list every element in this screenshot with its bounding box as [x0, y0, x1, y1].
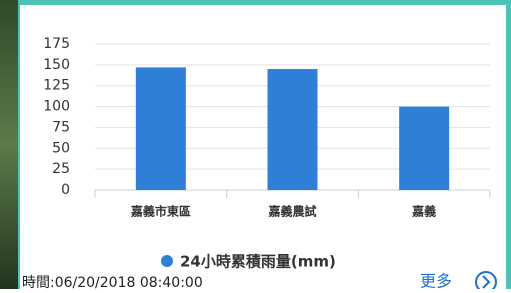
- x-tick-label: 嘉義: [411, 204, 436, 219]
- bar: [268, 69, 318, 190]
- y-tick-label: 0: [61, 182, 70, 198]
- timestamp: 時間:06/20/2018 08:40:00: [22, 275, 203, 289]
- y-tick-label: 25: [52, 161, 70, 177]
- y-tick-label: 75: [52, 119, 70, 135]
- bar: [136, 67, 186, 190]
- x-tick-label: 嘉義市東區: [130, 204, 191, 219]
- y-tick-label: 50: [52, 140, 70, 156]
- x-tick-label: 嘉義農試: [267, 204, 316, 219]
- screen: 0 25 50 75 100 125 150 175 嘉義市東區 嘉義農試 嘉義 24小時累積雨量(…: [0, 0, 511, 289]
- y-tick-label: 175: [43, 36, 70, 52]
- more-link[interactable]: 更多: [420, 272, 452, 290]
- y-tick-label: 125: [43, 78, 70, 94]
- legend-marker: [161, 255, 173, 267]
- y-tick-label: 150: [43, 57, 70, 73]
- y-tick-label: 100: [43, 99, 70, 115]
- background-image: [0, 0, 18, 289]
- bar: [399, 107, 449, 190]
- legend-label: 24小時累積雨量(mm): [180, 253, 336, 271]
